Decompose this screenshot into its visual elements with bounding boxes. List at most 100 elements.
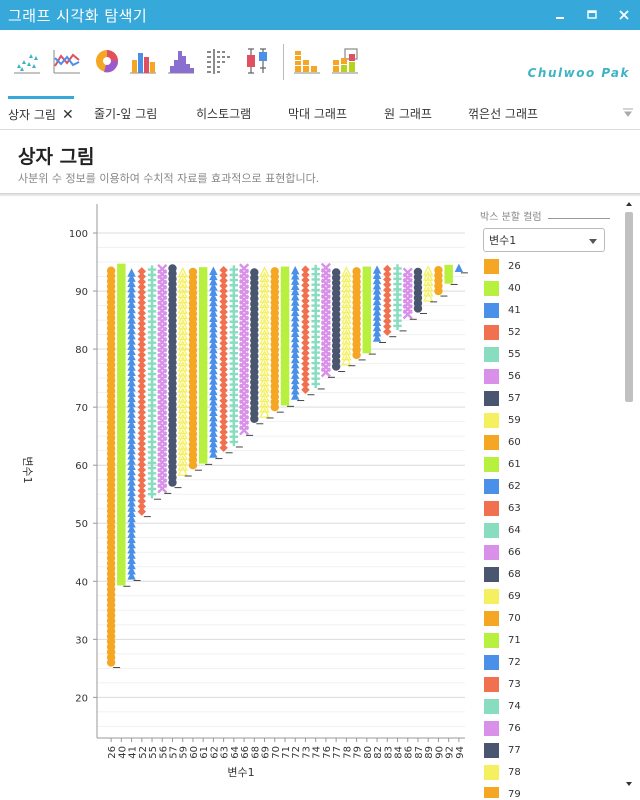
data-point [117,493,126,502]
data-point [137,314,146,323]
data-point [117,331,126,340]
legend-item[interactable]: 79 [484,786,521,798]
legend-item[interactable]: 71 [484,632,521,648]
tab-line-graph[interactable]: 꺾은선 그래프 [468,96,538,130]
tab-close-icon[interactable]: ✕ [61,106,74,123]
data-point [362,303,372,312]
legend-item[interactable]: 40 [484,280,521,296]
box-plot-icon[interactable] [242,46,272,76]
tab-stem-leaf[interactable]: 줄기-잎 그림 [94,96,157,130]
data-point [301,348,310,358]
legend-label: 71 [508,634,521,646]
legend-item[interactable]: 56 [484,368,521,384]
legend-item[interactable]: 55 [484,346,521,362]
data-point [177,324,188,335]
data-point [301,338,310,347]
legend-item[interactable]: 77 [484,742,521,758]
legend-item[interactable]: 59 [484,412,521,428]
scroll-thumb[interactable] [625,212,633,402]
data-point [219,307,228,317]
data-point [117,357,126,367]
data-point [127,273,136,282]
bar-chart-icon[interactable] [128,46,158,76]
data-point [137,366,146,375]
category-group-87 [413,267,427,314]
legend-item[interactable]: 61 [484,456,521,472]
legend-item[interactable]: 70 [484,610,521,626]
category-group-60 [188,267,202,471]
data-point [117,556,126,565]
data-point [209,449,218,458]
legend-swatch [484,456,499,472]
tab-menu-icon[interactable] [622,106,634,118]
pie-chart-icon[interactable] [92,46,122,76]
split-column-select[interactable]: 변수1 [483,228,605,252]
chart-area: 20 30 40 50 60 70 80 90 100 26 40 41 52 55 56 57 59 60 61 6… [0,198,470,798]
data-point [341,344,352,356]
line-chart-icon[interactable] [52,46,82,76]
data-point [341,318,352,330]
vertical-scrollbar[interactable] [622,198,636,798]
data-point [137,449,146,459]
data-point [280,276,290,286]
data-point [127,550,136,559]
data-point [219,412,228,421]
tab-bar: 상자 그림 ✕ 줄기-잎 그림 히스토그램 막대 그래프 원 그래프 꺾은선 그… [0,96,640,130]
data-point [219,265,228,275]
legend-item[interactable]: 69 [484,588,521,604]
legend-swatch [484,522,499,538]
data-point [127,310,136,319]
data-point [198,392,208,401]
legend-item[interactable]: 76 [484,720,521,736]
legend-item[interactable]: 41 [484,302,521,318]
scroll-up-icon[interactable] [626,202,632,206]
legend-item[interactable]: 60 [484,434,521,450]
data-point [422,275,434,287]
legend-item[interactable]: 63 [484,500,521,516]
data-point [291,333,300,343]
data-point [117,352,126,361]
tab-bar-graph[interactable]: 막대 그래프 [288,96,347,130]
tab-histogram[interactable]: 히스토그램 [196,96,251,130]
y-tick-label: 20 [75,693,88,704]
data-point [301,343,310,353]
scroll-down-icon[interactable] [626,782,632,786]
x-tick-label: 79 [353,746,364,759]
legend-item[interactable]: 73 [484,676,521,692]
data-point [219,380,228,390]
legend-item[interactable]: 72 [484,654,521,670]
data-point [259,386,270,397]
legend-item[interactable]: 57 [484,390,521,406]
minimize-button[interactable] [544,0,576,30]
close-button[interactable] [608,0,640,30]
legend-item[interactable]: 78 [484,764,521,780]
data-point [280,287,290,296]
stem-leaf-icon[interactable] [204,46,234,76]
data-point [362,292,372,302]
legend-item[interactable]: 62 [484,478,521,494]
scatter-plot-icon[interactable] [12,46,42,76]
legend-item[interactable]: 64 [484,522,521,538]
data-point [341,276,352,288]
data-point [341,281,352,293]
tab-boxplot[interactable]: 상자 그림 ✕ [8,96,74,130]
category-group-73 [301,265,315,396]
legend-item[interactable]: 26 [484,258,521,274]
tab-label: 상자 그림 [8,108,56,122]
legend-swatch [484,654,499,670]
legend-item[interactable]: 68 [484,566,521,582]
data-point [117,368,126,377]
maximize-button[interactable] [576,0,608,30]
data-point [301,281,310,290]
legend-item[interactable]: 66 [484,544,521,560]
x-tick-label: 84 [394,746,405,759]
stacked-bar-icon[interactable] [292,46,322,76]
data-point [341,339,352,350]
grouped-bar-icon[interactable] [330,46,360,76]
data-point [127,435,136,444]
histogram-icon[interactable] [166,46,196,76]
data-point [127,419,136,429]
legend-item[interactable]: 74 [484,698,521,714]
legend-item[interactable]: 52 [484,324,521,340]
tab-pie-graph[interactable]: 원 그래프 [384,96,432,130]
